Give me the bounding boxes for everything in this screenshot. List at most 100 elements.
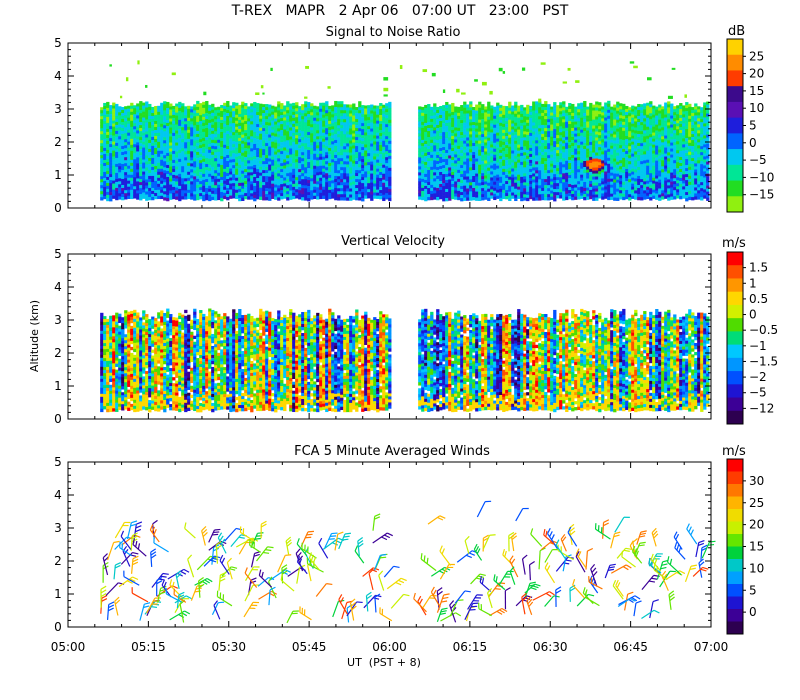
data-cell xyxy=(136,121,140,125)
data-cell xyxy=(112,186,116,190)
data-cell xyxy=(340,167,344,171)
data-cell xyxy=(184,172,188,176)
data-cell xyxy=(550,121,554,125)
data-cell xyxy=(226,196,230,201)
data-cell xyxy=(337,185,341,189)
data-cell xyxy=(484,136,488,140)
data-cell xyxy=(124,124,128,128)
data-cell xyxy=(481,179,485,183)
data-cell xyxy=(469,113,473,117)
data-cell xyxy=(175,118,179,122)
data-cell xyxy=(232,162,236,166)
data-cell xyxy=(220,158,224,163)
data-cell xyxy=(433,118,437,122)
data-cell xyxy=(427,179,431,183)
data-cell xyxy=(124,115,128,119)
data-cell xyxy=(538,149,542,153)
data-cell xyxy=(211,139,215,144)
data-cell xyxy=(427,113,431,117)
data-cell xyxy=(277,149,281,153)
data-cell xyxy=(211,190,215,195)
data-cell xyxy=(343,134,347,138)
data-cell xyxy=(535,167,539,171)
data-cell xyxy=(283,186,287,190)
data-cell xyxy=(199,142,203,146)
data-cell xyxy=(295,114,299,118)
data-cell xyxy=(304,140,308,144)
data-cell xyxy=(190,163,194,167)
data-cell xyxy=(160,102,164,107)
data-cell xyxy=(151,151,155,156)
data-cell xyxy=(583,166,587,171)
data-cell xyxy=(457,115,461,120)
data-cell xyxy=(193,137,197,141)
data-cell xyxy=(421,130,425,135)
data-cell xyxy=(484,166,488,170)
data-cell xyxy=(337,152,341,156)
data-cell xyxy=(535,137,539,141)
data-cell xyxy=(277,194,281,198)
data-cell xyxy=(538,182,542,186)
data-cell xyxy=(592,128,596,132)
data-cell xyxy=(175,157,179,161)
data-cell xyxy=(193,104,197,108)
data-cell xyxy=(154,153,158,158)
data-cell xyxy=(196,157,200,162)
data-cell xyxy=(370,173,374,177)
data-cell xyxy=(289,148,293,152)
data-cell xyxy=(364,171,368,175)
data-cell xyxy=(199,118,203,122)
data-cell xyxy=(286,164,290,168)
data-cell xyxy=(532,191,536,195)
data-cell xyxy=(331,138,335,142)
data-cell xyxy=(460,114,464,118)
data-cell xyxy=(349,110,353,114)
data-cell xyxy=(496,165,500,169)
data-cell xyxy=(109,195,113,199)
data-cell xyxy=(550,172,554,176)
data-cell xyxy=(517,150,521,154)
data-cell xyxy=(544,164,548,168)
data-cell xyxy=(421,115,425,120)
data-cell xyxy=(373,180,377,184)
data-cell xyxy=(289,115,293,119)
data-cell xyxy=(337,116,341,120)
data-cell xyxy=(169,133,173,137)
data-cell xyxy=(457,127,461,132)
data-cell xyxy=(340,188,344,192)
data-cell xyxy=(271,189,275,193)
data-cell xyxy=(559,159,563,163)
data-cell xyxy=(370,194,374,198)
data-cell xyxy=(469,176,473,180)
data-cell xyxy=(250,154,254,158)
data-cell xyxy=(205,175,209,180)
data-cell xyxy=(388,137,392,142)
data-cell xyxy=(568,196,572,200)
data-cell xyxy=(328,147,332,152)
data-cell xyxy=(118,178,122,182)
data-cell xyxy=(100,113,104,117)
data-cell xyxy=(571,109,575,114)
data-cell xyxy=(259,169,263,173)
data-cell xyxy=(235,177,239,182)
data-cell xyxy=(499,176,503,181)
data-cell xyxy=(112,189,116,193)
data-cell xyxy=(586,190,590,194)
data-cell xyxy=(181,106,185,110)
data-cell xyxy=(529,156,533,161)
data-cell xyxy=(160,120,164,125)
data-cell xyxy=(451,183,455,188)
data-cell xyxy=(106,170,110,175)
data-cell xyxy=(541,109,545,114)
data-cell xyxy=(304,179,308,183)
data-cell xyxy=(130,165,134,170)
data-cell xyxy=(262,113,266,117)
data-cell xyxy=(112,144,116,148)
data-cell xyxy=(310,190,314,194)
data-cell xyxy=(472,158,476,162)
data-cell xyxy=(220,167,224,172)
data-cell xyxy=(202,137,206,142)
data-cell xyxy=(157,150,161,155)
data-cell xyxy=(211,154,215,159)
data-cell xyxy=(280,166,284,170)
